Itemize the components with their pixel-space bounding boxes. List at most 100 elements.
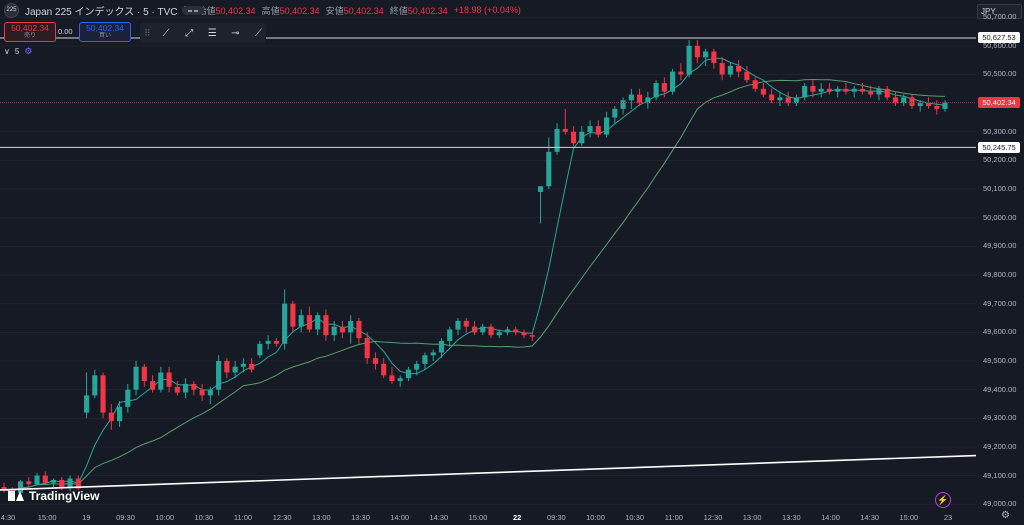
indicator-legend[interactable]: ∨ 5 ⚙ [4, 46, 32, 57]
candle-body [158, 372, 164, 390]
buy-button[interactable]: 50,402.34 買い [79, 22, 131, 42]
drag-handle-icon[interactable]: ⠿ [144, 27, 151, 38]
trend-line[interactable] [0, 454, 977, 491]
candle [909, 94, 915, 109]
candle-body [529, 335, 535, 337]
lightning-icon[interactable]: ⚡ [935, 492, 951, 508]
candle [504, 326, 511, 336]
horizontal-ray-tool-icon[interactable]: ⊸ [231, 27, 240, 39]
candle [364, 332, 370, 364]
candle-body [480, 326, 486, 333]
candle-body [678, 71, 684, 75]
candle-body [174, 386, 180, 393]
candle [298, 309, 304, 333]
candle [628, 88, 634, 109]
candle [290, 300, 296, 333]
ohlc-change: +18.98 (+0.04%) [453, 5, 521, 15]
candle-body [298, 315, 304, 327]
collapse-pill[interactable] [182, 6, 204, 15]
candle-body [661, 83, 667, 92]
candle [711, 48, 717, 69]
candle-body [438, 340, 445, 353]
candle [257, 340, 263, 359]
candle-body [645, 97, 651, 104]
candle [835, 85, 841, 98]
candle-body [513, 329, 519, 333]
trend-line-tool-icon[interactable]: ⟋ [162, 27, 170, 39]
candle-body [133, 366, 139, 390]
candle [802, 83, 808, 101]
candle [34, 472, 40, 486]
sell-button[interactable]: 50,402.34 売り [4, 22, 56, 42]
symbol-title[interactable]: Japan 225 インデックス · 5 · TVC [25, 6, 178, 18]
candle [769, 88, 775, 104]
ray-tool-icon[interactable]: ⤢ [185, 27, 194, 39]
candle-body [744, 71, 750, 81]
candle-body [265, 340, 271, 344]
candle-body [348, 320, 354, 333]
candle [191, 381, 197, 396]
candle-body [496, 332, 502, 336]
candle [315, 312, 321, 336]
branding-text: TradingView [29, 489, 100, 503]
time-tick: 15:00 [37, 513, 57, 522]
candle [405, 366, 412, 382]
candle-body [620, 100, 626, 109]
candle [83, 372, 90, 419]
candle [793, 94, 799, 107]
candle [125, 383, 131, 413]
candle [785, 91, 791, 107]
candle-body [364, 338, 370, 359]
candle [92, 369, 98, 399]
ohlc-high: 高値50,402.34 [261, 5, 320, 16]
candle [612, 106, 618, 124]
candle-body [736, 65, 742, 72]
candle [637, 88, 643, 107]
candle-body [604, 117, 610, 135]
candle-body [876, 88, 882, 95]
fib-tool-icon[interactable]: ☰ [207, 27, 217, 39]
price-tick: 49,100.00 [983, 470, 1017, 480]
candle [595, 120, 601, 138]
indicator-settings-icon[interactable]: ⚙ [24, 46, 33, 56]
gear-icon[interactable]: ⚙ [1001, 510, 1010, 521]
brush-tool-icon[interactable]: ⟋ [254, 27, 262, 39]
price-tick: 50,500.00 [983, 69, 1017, 79]
candle [942, 100, 948, 112]
candle [26, 477, 32, 488]
candle-body [835, 88, 841, 92]
candle-body [851, 88, 857, 92]
candle [455, 318, 461, 336]
candle [719, 57, 725, 81]
candle-body [199, 389, 205, 396]
candle-body [777, 97, 783, 101]
candle [224, 358, 230, 379]
time-tick: 10:00 [586, 513, 605, 522]
price-tick: 49,500.00 [983, 356, 1017, 365]
candle [521, 329, 527, 339]
candle-body [389, 375, 395, 382]
indicator-label: 5 [14, 47, 20, 56]
candle-body [125, 389, 131, 407]
chevron-down-icon[interactable]: ∨ [4, 47, 10, 56]
price-tick: 50,000.00 [983, 212, 1017, 222]
candle-body [727, 65, 733, 75]
candle [430, 349, 436, 362]
candle [447, 326, 453, 347]
candle [546, 137, 552, 190]
candle-body [760, 88, 766, 95]
tradingview-logo[interactable]: TradingView [8, 489, 99, 503]
candle [414, 361, 420, 376]
candle-body [810, 85, 816, 92]
time-tick: 13:00 [742, 513, 762, 522]
currency-selector[interactable]: JPY [977, 4, 1022, 19]
candle-body [166, 372, 172, 387]
candle-body [892, 97, 899, 104]
price-tick: 49,200.00 [983, 441, 1017, 451]
candle-body [207, 389, 213, 396]
candle-body [719, 63, 725, 75]
candle-body [579, 131, 585, 144]
candle-body [455, 320, 461, 330]
candle-body [537, 186, 544, 192]
